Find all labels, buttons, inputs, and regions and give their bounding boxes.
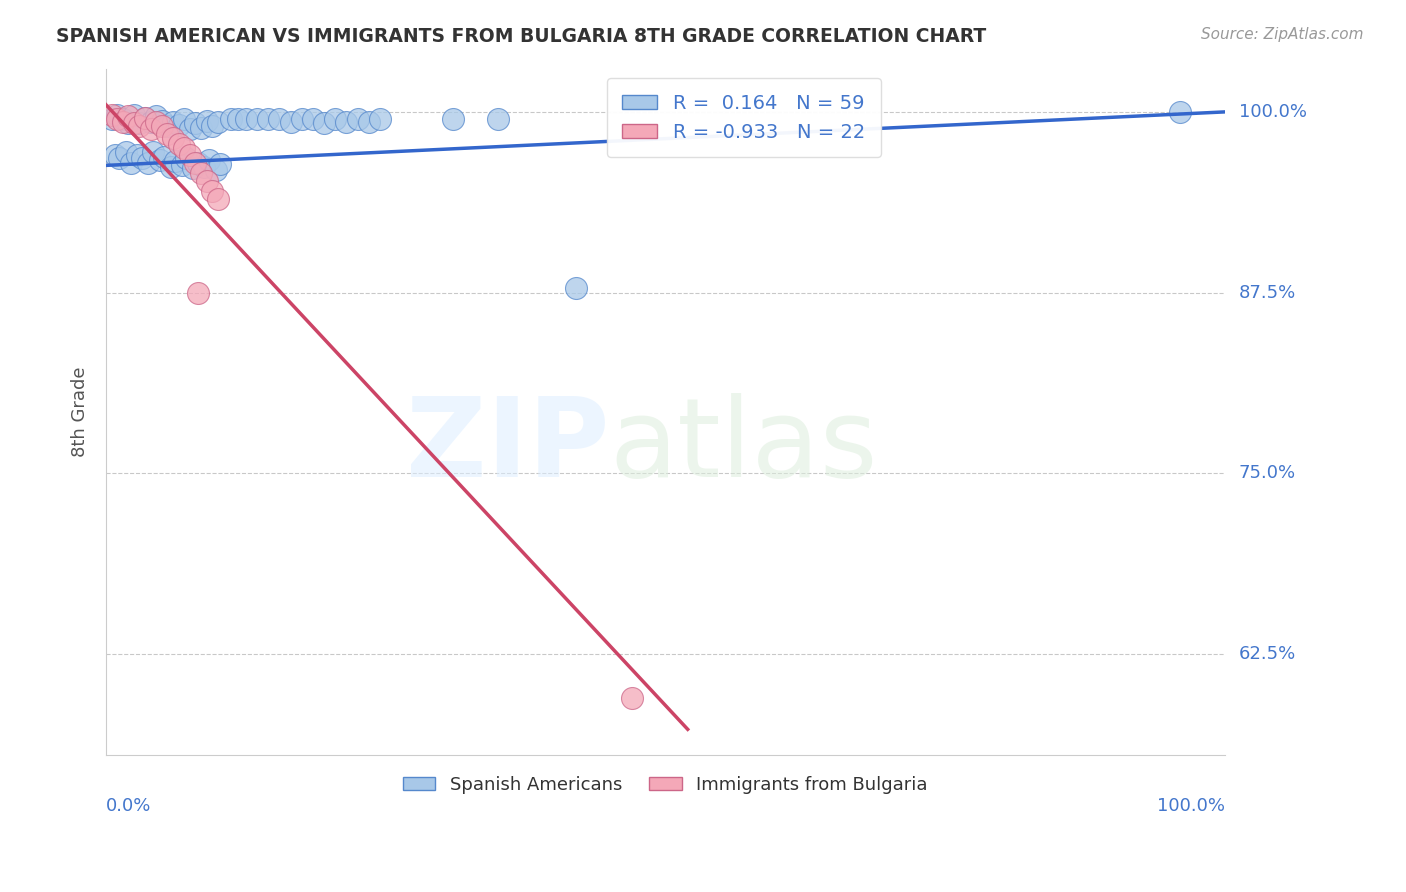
Text: atlas: atlas	[609, 392, 877, 500]
Point	[207, 192, 229, 206]
Point	[181, 161, 204, 176]
Point	[139, 115, 162, 129]
Text: 75.0%: 75.0%	[1239, 465, 1296, 483]
Point	[620, 690, 643, 705]
Point	[201, 120, 224, 134]
Point	[201, 185, 224, 199]
Point	[134, 111, 156, 125]
Point	[173, 112, 195, 127]
Point	[1168, 104, 1191, 119]
Point	[145, 115, 167, 129]
Point	[150, 120, 173, 134]
Point	[162, 131, 184, 145]
Point	[167, 118, 190, 132]
Text: 0.0%: 0.0%	[105, 797, 152, 814]
Point	[159, 160, 181, 174]
Point	[269, 112, 291, 127]
Point	[193, 160, 215, 174]
Point	[104, 148, 127, 162]
Point	[176, 151, 198, 165]
Point	[187, 155, 209, 169]
Legend: Spanish Americans, Immigrants from Bulgaria: Spanish Americans, Immigrants from Bulga…	[395, 769, 935, 801]
Point	[184, 155, 207, 169]
Point	[128, 120, 150, 134]
Point	[128, 116, 150, 130]
Point	[122, 108, 145, 122]
Point	[302, 112, 325, 127]
Point	[170, 158, 193, 172]
Point	[108, 151, 131, 165]
Point	[142, 145, 165, 160]
Point	[187, 285, 209, 300]
Point	[357, 115, 380, 129]
Point	[111, 115, 134, 129]
Point	[105, 108, 128, 122]
Text: ZIP: ZIP	[406, 392, 609, 500]
Point	[165, 154, 187, 169]
Point	[131, 151, 153, 165]
Point	[134, 111, 156, 125]
Point	[153, 150, 176, 164]
Point	[139, 122, 162, 136]
Point	[115, 145, 138, 160]
Point	[122, 116, 145, 130]
Point	[246, 112, 269, 127]
Point	[100, 112, 122, 127]
Point	[323, 112, 346, 127]
Point	[100, 108, 122, 122]
Point	[173, 141, 195, 155]
Y-axis label: 8th Grade: 8th Grade	[72, 367, 89, 458]
Point	[120, 155, 142, 169]
Point	[257, 112, 280, 127]
Point	[184, 116, 207, 130]
Point	[127, 148, 149, 162]
Point	[291, 112, 314, 127]
Point	[368, 112, 391, 127]
Point	[111, 112, 134, 127]
Point	[162, 115, 184, 129]
Point	[565, 281, 588, 295]
Point	[156, 120, 179, 134]
Point	[346, 112, 368, 127]
Point	[280, 115, 302, 129]
Point	[145, 109, 167, 123]
Point	[179, 122, 201, 136]
Text: 100.0%: 100.0%	[1239, 103, 1306, 121]
Point	[226, 112, 249, 127]
Point	[204, 162, 226, 177]
Point	[105, 112, 128, 127]
Point	[150, 113, 173, 128]
Point	[190, 166, 212, 180]
Point	[208, 157, 231, 171]
Point	[441, 112, 464, 127]
Point	[335, 115, 357, 129]
Point	[190, 120, 212, 135]
Text: Source: ZipAtlas.com: Source: ZipAtlas.com	[1201, 27, 1364, 42]
Text: 87.5%: 87.5%	[1239, 284, 1296, 301]
Point	[117, 109, 139, 123]
Point	[117, 116, 139, 130]
Point	[207, 115, 229, 129]
Point	[149, 153, 172, 167]
Point	[235, 112, 257, 127]
Point	[156, 127, 179, 141]
Text: 100.0%: 100.0%	[1157, 797, 1225, 814]
Text: SPANISH AMERICAN VS IMMIGRANTS FROM BULGARIA 8TH GRADE CORRELATION CHART: SPANISH AMERICAN VS IMMIGRANTS FROM BULG…	[56, 27, 987, 45]
Point	[486, 112, 509, 127]
Point	[219, 112, 242, 127]
Point	[179, 148, 201, 162]
Point	[198, 153, 221, 167]
Point	[312, 116, 335, 130]
Point	[138, 155, 160, 169]
Text: 62.5%: 62.5%	[1239, 645, 1296, 663]
Point	[195, 174, 218, 188]
Point	[195, 113, 218, 128]
Point	[167, 136, 190, 151]
